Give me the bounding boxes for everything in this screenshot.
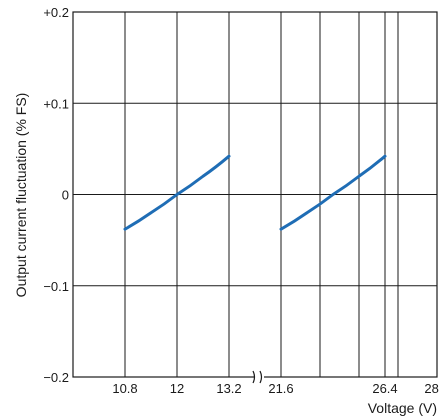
x-tick-label: 21.6 xyxy=(268,381,293,396)
y-tick-labels: +0.2 +0.1 0 −0.1 −0.2 xyxy=(43,5,69,385)
series-line-2 xyxy=(279,154,387,231)
x-tick-label: 13.2 xyxy=(216,381,241,396)
x-axis-label: Voltage (V) xyxy=(368,400,437,416)
y-tick-label: −0.2 xyxy=(43,370,69,385)
axis-break-mark-right xyxy=(259,370,263,384)
y-tick-label: 0 xyxy=(62,188,69,203)
grid xyxy=(73,12,437,377)
x-tick-labels: 10.8 12 13.2 21.6 26.4 28.8 xyxy=(112,381,439,396)
series-line-1 xyxy=(123,154,231,231)
y-tick-label: +0.2 xyxy=(43,5,69,20)
x-tick-label: 26.4 xyxy=(372,381,397,396)
axis-break xyxy=(252,367,264,387)
y-tick-label: +0.1 xyxy=(43,96,69,111)
x-tick-label: 10.8 xyxy=(112,381,137,396)
y-tick-label: −0.1 xyxy=(43,279,69,294)
series-layer xyxy=(123,154,387,231)
axis-break-mark-left xyxy=(252,370,256,384)
x-tick-label: 28.8 xyxy=(424,381,439,396)
axis-break-gap xyxy=(254,367,264,387)
x-tick-label: 12 xyxy=(170,381,184,396)
y-axis-label: Output current fluctuation (% FS) xyxy=(13,93,29,298)
